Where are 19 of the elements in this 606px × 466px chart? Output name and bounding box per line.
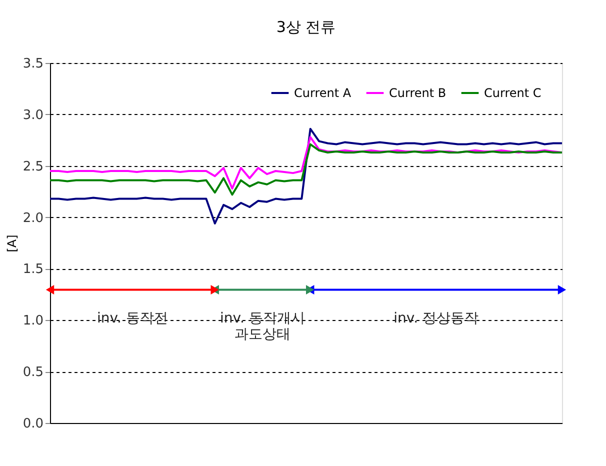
y-tick-label: 1.5 [22, 262, 44, 278]
line-series [49, 128, 563, 224]
y-tick-label: 3.5 [22, 56, 44, 72]
y-tick-label: 2.5 [22, 159, 44, 174]
y-tick-label: 2.0 [22, 210, 44, 226]
y-tick-label: 0.5 [22, 365, 44, 380]
annotation: inv. 동작개시 과도상태 [220, 310, 305, 342]
annotation: inv. 동작전 [96, 310, 168, 326]
line-series [49, 143, 563, 196]
line-series [49, 136, 563, 190]
chart-title: 3상 전류 [276, 18, 336, 36]
y-tick-label: 1.0 [22, 314, 44, 329]
legend-label: Current A [294, 86, 352, 100]
y-tick-label: 3.0 [22, 108, 44, 123]
legend-label: Current C [484, 86, 542, 100]
legend-label: Current B [389, 86, 446, 100]
annotation: inv. 정상동작 [394, 310, 478, 326]
y-tick-label: 0.0 [22, 416, 44, 432]
y-axis-title: [A] [4, 234, 19, 252]
